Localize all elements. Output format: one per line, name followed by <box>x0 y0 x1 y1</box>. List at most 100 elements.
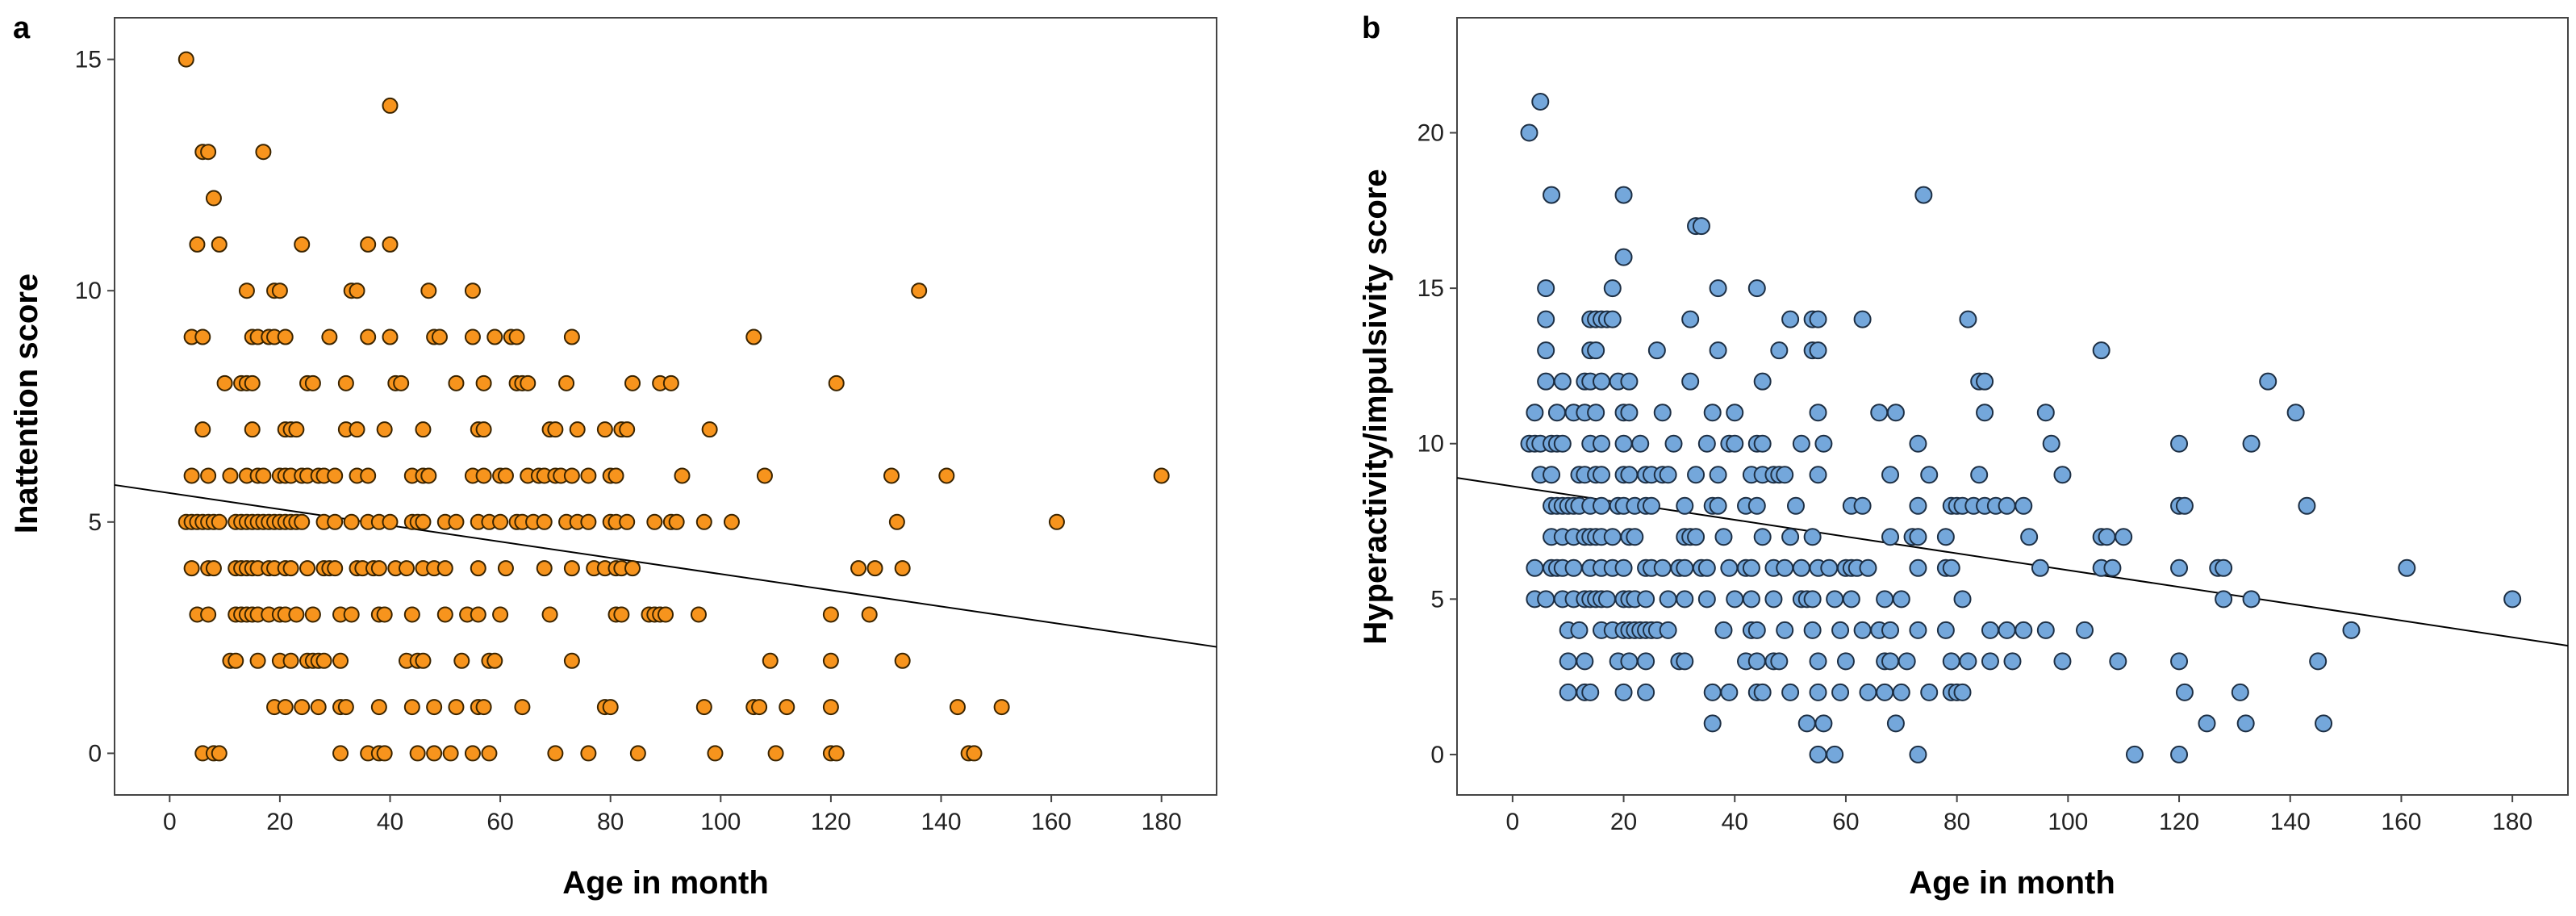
data-point <box>2014 496 2033 515</box>
data-point <box>211 745 228 762</box>
data-point <box>822 652 839 669</box>
data-point <box>1614 434 1633 453</box>
data-point <box>1614 248 1633 266</box>
data-point <box>382 513 399 530</box>
data-point <box>1876 683 1894 701</box>
data-point <box>1881 466 1900 484</box>
data-point <box>1620 652 1639 671</box>
data-point <box>2242 434 2261 453</box>
data-point <box>2242 590 2261 609</box>
data-point <box>420 467 437 484</box>
data-point <box>255 144 272 161</box>
data-point <box>1803 621 1822 639</box>
data-point <box>426 745 443 762</box>
data-point <box>1853 310 1872 328</box>
data-point <box>1593 466 1611 484</box>
data-point <box>2036 404 2055 422</box>
x-tick-label: 20 <box>1610 809 1637 835</box>
data-point <box>569 421 586 438</box>
data-point <box>1614 186 1633 204</box>
data-point <box>2053 466 2072 484</box>
data-point <box>393 374 410 391</box>
data-point <box>888 513 905 530</box>
data-point <box>294 513 311 530</box>
data-point <box>1909 558 1927 577</box>
data-point <box>282 560 299 577</box>
data-point <box>541 606 558 623</box>
data-point <box>1676 496 1694 515</box>
data-point <box>1626 528 1644 546</box>
data-point <box>382 97 399 114</box>
data-point <box>288 421 305 438</box>
data-point <box>1792 434 1810 453</box>
data-point <box>1959 652 1977 671</box>
data-point <box>1803 528 1822 546</box>
data-point <box>2170 745 2189 763</box>
data-point <box>2236 714 2255 733</box>
y-tick-label: 10 <box>75 278 102 304</box>
data-point <box>1048 513 1065 530</box>
data-point <box>1597 590 1616 609</box>
data-point <box>475 374 492 391</box>
data-point <box>1970 466 1989 484</box>
data-point <box>2259 372 2277 391</box>
data-point <box>1831 621 1850 639</box>
data-point <box>304 606 321 623</box>
data-point <box>255 467 272 484</box>
data-point <box>448 513 465 530</box>
data-point <box>619 421 636 438</box>
data-point <box>332 652 349 669</box>
panel-a-letter: a <box>13 11 31 45</box>
data-point <box>563 328 580 345</box>
data-point <box>200 606 217 623</box>
data-point <box>1526 558 1544 577</box>
data-point <box>1781 310 1800 328</box>
x-tick-label: 120 <box>2159 809 2199 835</box>
data-point <box>1637 652 1655 671</box>
data-point <box>1709 466 1727 484</box>
data-point <box>1920 466 1939 484</box>
data-point <box>1593 372 1611 391</box>
data-point <box>1659 590 1677 609</box>
data-point <box>1681 372 1700 391</box>
data-point <box>244 421 261 438</box>
data-point <box>607 467 624 484</box>
y-tick-label: 15 <box>1417 275 1444 302</box>
data-point <box>1603 528 1622 546</box>
data-point <box>1809 466 1827 484</box>
data-point <box>563 467 580 484</box>
data-point <box>1614 558 1633 577</box>
data-point <box>189 236 206 253</box>
data-point <box>1942 558 1960 577</box>
panel-a: a 0 20 40 60 80 100 120 140 160 180 0 5 10 15 Age in … <box>9 11 1217 901</box>
data-point <box>1776 621 1794 639</box>
data-point <box>1998 496 2016 515</box>
data-point <box>822 606 839 623</box>
data-point <box>1697 590 1716 609</box>
data-point <box>2198 714 2216 733</box>
data-point <box>2170 434 2189 453</box>
data-point <box>1587 341 1605 360</box>
data-point <box>288 606 305 623</box>
data-point <box>211 513 228 530</box>
data-point <box>310 699 327 716</box>
panel-a-fit-line <box>114 483 1217 648</box>
data-point <box>271 282 288 299</box>
data-point <box>1981 621 1999 639</box>
data-point <box>1936 621 1955 639</box>
data-point <box>420 282 437 299</box>
data-point <box>2342 621 2361 639</box>
data-point <box>1781 528 1800 546</box>
data-point <box>1547 404 1566 422</box>
data-point <box>563 560 580 577</box>
panel-b-y-axis-title: Hyperactivity/impulsivity score <box>1358 169 1393 644</box>
data-point <box>436 606 453 623</box>
data-point <box>1859 683 1877 701</box>
data-point <box>409 745 426 762</box>
data-point <box>966 745 983 762</box>
data-point <box>1537 372 1555 391</box>
data-point <box>1776 466 1794 484</box>
data-point <box>1959 310 1977 328</box>
data-point <box>938 467 955 484</box>
data-point <box>1664 434 1683 453</box>
